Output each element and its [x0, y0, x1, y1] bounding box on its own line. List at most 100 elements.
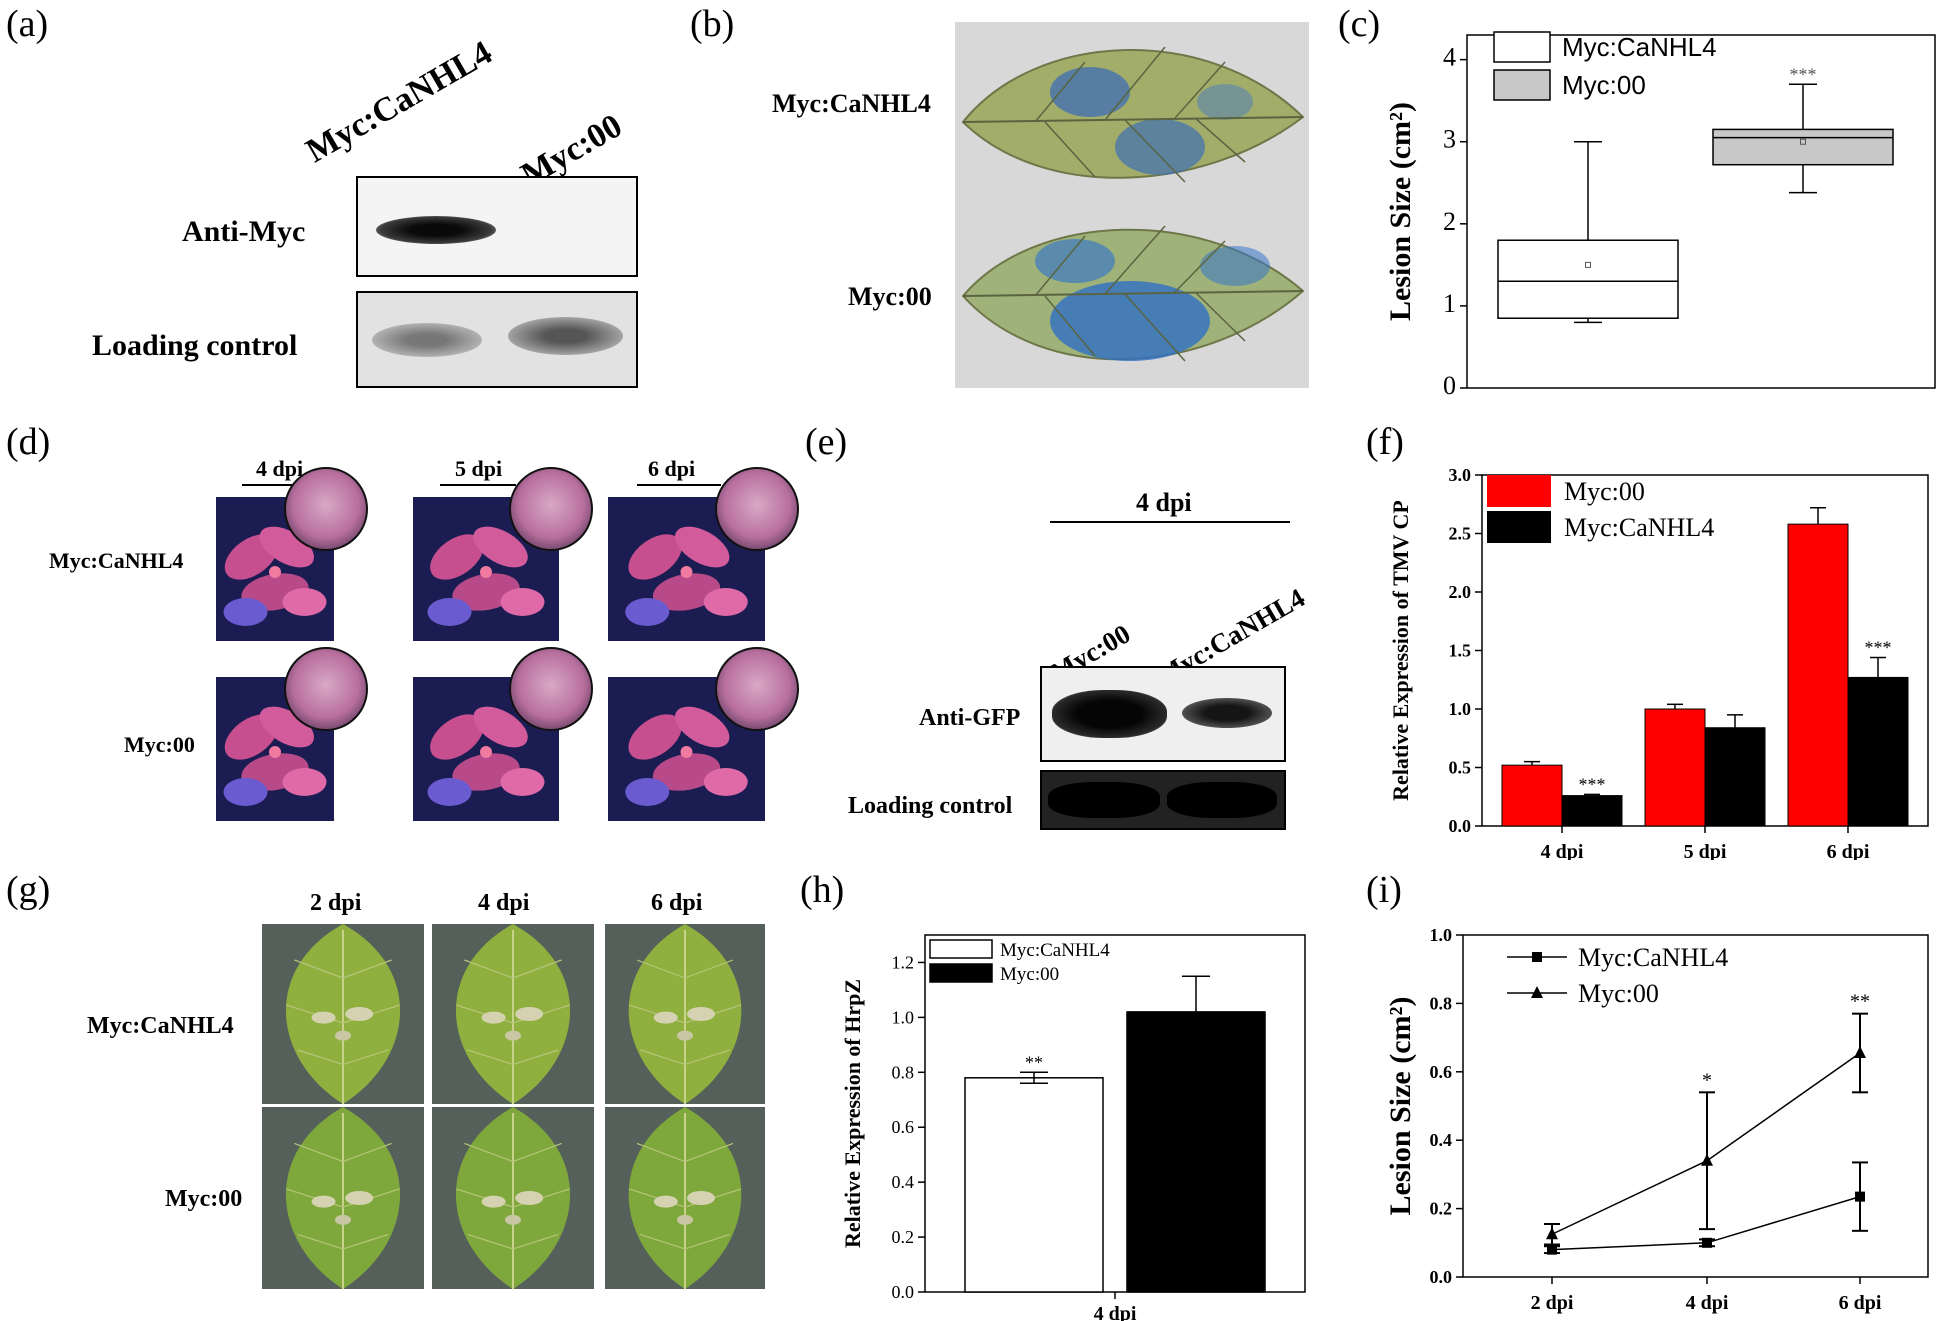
point-marker [1855, 1191, 1865, 1202]
y-axis-label: Lesion Size (cm²) [1384, 997, 1417, 1216]
point-marker [1701, 1153, 1713, 1166]
panel-label-g: (g) [6, 869, 51, 911]
y-tick-label: 0.4 [892, 1172, 915, 1192]
underline-e-4dpi [1050, 521, 1290, 523]
uv-leaf-inset [715, 647, 799, 731]
row-label-anti-myc: Anti-Myc [182, 215, 306, 248]
y-tick-label: 2.5 [1449, 524, 1472, 544]
legend-swatch [1487, 511, 1551, 543]
legend-label: Myc:00 [1562, 70, 1646, 100]
plot-frame [1466, 34, 1936, 389]
row-label-g-myc00: Myc:00 [165, 1186, 243, 1212]
significance-label: ** [1025, 1052, 1043, 1072]
x-tick-label: 6 dpi [1827, 841, 1870, 860]
infected-leaf-photo [432, 1107, 594, 1289]
uv-leaf-inset [284, 467, 368, 551]
panel-label-d: (d) [6, 421, 51, 463]
legend-label: Myc:CaNHL4 [1000, 940, 1110, 961]
y-axis-label: Relative Expression of TMV CP [1388, 500, 1413, 801]
col-label-g-2dpi: 2 dpi [310, 890, 362, 916]
panel-label-b: (b) [690, 3, 735, 45]
uv-leaf-inset [509, 467, 593, 551]
y-tick-label: 2.0 [1449, 582, 1472, 602]
point-marker [1547, 1244, 1557, 1255]
bar-Myc:CaNHL4 [1704, 727, 1766, 827]
legend-label: Myc:CaNHL4 [1562, 32, 1717, 62]
y-tick-label: 0.8 [1430, 993, 1453, 1013]
col-label-d-4dpi: 4 dpi [256, 456, 304, 481]
legend-swatch [1493, 31, 1551, 63]
col-underline-d-6dpi [637, 484, 721, 486]
col-label-g-6dpi: 6 dpi [651, 890, 703, 916]
y-tick-label: 0.6 [1430, 1062, 1453, 1082]
infected-leaf-photo [262, 1107, 424, 1289]
y-tick-label: 1.2 [892, 952, 915, 972]
legend-label: Myc:CaNHL4 [1578, 943, 1728, 972]
leaf-photo-myc00 [955, 206, 1309, 388]
significance-label: * [1702, 1069, 1712, 1091]
row-label-b-myc00: Myc:00 [848, 282, 932, 311]
x-tick-label: 6 dpi [1839, 1292, 1882, 1314]
infected-leaf-photo [432, 924, 594, 1104]
legend-label: Myc:CaNHL4 [1564, 513, 1714, 542]
y-tick-label: 0.0 [1449, 816, 1472, 836]
chart-c: 0 1 2 3 4 Lesion Size (cm²) *** Myc:CaNHL4 Myc:0… [1384, 31, 1936, 400]
row-label-g-canhl4: Myc:CaNHL4 [87, 1013, 234, 1039]
row-label-anti-gfp: Anti-GFP [919, 705, 1021, 731]
x-tick-label: 5 dpi [1684, 841, 1727, 860]
western-blot-loading-control [356, 291, 638, 388]
point-marker [1854, 1045, 1866, 1058]
significance-label: *** [1865, 638, 1892, 658]
lane-label-canhl4: Myc:CaNHL4 [300, 34, 499, 171]
col-label-e-4dpi: 4 dpi [1136, 488, 1192, 517]
panel-label-a: (a) [6, 3, 49, 45]
legend-marker [1532, 952, 1542, 962]
y-tick-label: 0.6 [892, 1117, 915, 1137]
col-underline-d-5dpi [440, 484, 516, 486]
y-axis-label: Relative Expression of HrpZ [840, 979, 865, 1248]
y-tick-label: 0.2 [1430, 1199, 1453, 1219]
y-tick-label: 0.4 [1430, 1130, 1453, 1150]
bar-Myc:00 [1501, 764, 1563, 827]
infected-leaf-photo [605, 924, 765, 1104]
panel-label-e: (e) [805, 421, 848, 463]
y-axis-label: Lesion Size (cm²) [1384, 102, 1417, 321]
point-marker [1702, 1237, 1712, 1248]
mean-marker [1585, 261, 1591, 268]
chart-i: 0.0 0.2 0.4 0.6 0.8 1.0 Lesion Size (cm²) 2 dpi… [1384, 925, 1929, 1314]
panel-label-i: (i) [1366, 869, 1402, 911]
bar-Myc:CaNHL4 [1847, 676, 1909, 827]
y-tick-label: 1.0 [892, 1007, 915, 1027]
bar-Myc:00 [1644, 708, 1706, 827]
y-tick-label: 1.0 [1449, 699, 1472, 719]
panel-label-h: (h) [800, 869, 845, 911]
y-tick-label: 4 [1443, 43, 1456, 72]
col-label-d-6dpi: 6 dpi [648, 456, 696, 481]
y-tick-label: 0.8 [892, 1062, 915, 1082]
western-blot-e-loading-control [1040, 770, 1286, 830]
legend-marker [1531, 986, 1543, 998]
legend-label: Myc:00 [1564, 477, 1645, 506]
row-label-e-loading-control: Loading control [848, 793, 1013, 819]
infected-leaf-photo [605, 1107, 765, 1289]
bar-Myc:CaNHL4 [1561, 795, 1623, 827]
bar-Myc:CaNHL4 [964, 1077, 1104, 1293]
uv-leaf-inset [715, 467, 799, 551]
y-tick-label: 0.5 [1449, 758, 1472, 778]
uv-leaf-inset [509, 647, 593, 731]
uv-leaf-inset [284, 647, 368, 731]
col-underline-d-4dpi [242, 484, 326, 486]
chart-h: 0.0 0.2 0.4 0.6 0.8 1.0 1.2 Relative Expression… [840, 934, 1306, 1321]
y-tick-label: 1.0 [1430, 925, 1453, 945]
row-label-d-myc00: Myc:00 [124, 732, 195, 757]
legend-swatch [929, 939, 993, 959]
legend-swatch [1493, 69, 1551, 101]
x-tick-label: 2 dpi [1531, 1292, 1574, 1314]
plot-frame [1462, 934, 1929, 1278]
y-tick-label: 0.2 [892, 1227, 915, 1247]
significance-label: *** [1579, 774, 1606, 794]
bar-Myc:00 [1787, 523, 1849, 827]
panel-label-c: (c) [1338, 3, 1381, 45]
y-tick-label: 3 [1443, 125, 1456, 154]
y-tick-label: 0.0 [892, 1282, 915, 1302]
